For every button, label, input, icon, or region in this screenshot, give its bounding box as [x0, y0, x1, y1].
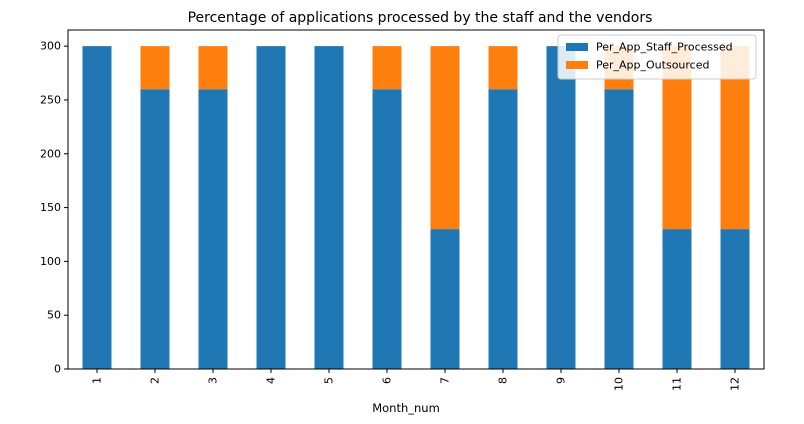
bar-staff-month-4 [256, 46, 286, 369]
bars-group [82, 46, 750, 369]
legend-box [557, 34, 757, 80]
y-axis-ticks: 0 50 100 150 200 250 300 [40, 40, 68, 376]
x-tick-label: 4 [265, 377, 278, 384]
bar-staff-month-8 [488, 89, 518, 369]
bar-staff-month-2 [140, 89, 170, 369]
x-tick-label: 2 [149, 377, 162, 384]
bar-staff-month-11 [662, 229, 692, 369]
bar-outsourced-month-8 [488, 46, 518, 90]
x-tick-label: 7 [439, 377, 452, 384]
bar-outsourced-month-7 [430, 46, 460, 230]
bar-staff-month-5 [314, 46, 344, 369]
legend-label: Per_App_Staff_Processed [596, 41, 733, 54]
bar-outsourced-month-3 [198, 46, 228, 90]
y-tick-label: 0 [54, 363, 61, 376]
bar-staff-month-1 [82, 46, 112, 369]
legend-swatch [566, 61, 588, 69]
y-tick-label: 300 [40, 40, 61, 53]
bar-outsourced-month-2 [140, 46, 170, 90]
y-tick-label: 150 [40, 201, 61, 214]
chart-title: Percentage of applications processed by … [188, 10, 653, 26]
bar-staff-month-10 [604, 89, 634, 369]
x-tick-label: 5 [323, 377, 336, 384]
y-tick-label: 200 [40, 147, 61, 160]
x-tick-label: 10 [613, 377, 626, 391]
x-axis-ticks: 1 2 3 4 5 6 7 8 9 10 11 12 [91, 369, 742, 391]
x-tick-label: 11 [671, 377, 684, 391]
bar-staff-month-6 [372, 89, 402, 369]
y-tick-label: 100 [40, 255, 61, 268]
x-axis-label: Month_num [372, 401, 440, 415]
y-tick-label: 50 [47, 309, 61, 322]
legend: Per_App_Staff_Processed Per_App_Outsource… [557, 34, 757, 80]
x-tick-label: 6 [381, 377, 394, 384]
bar-staff-month-9 [546, 46, 576, 369]
x-tick-label: 8 [497, 377, 510, 384]
x-tick-label: 12 [729, 377, 742, 391]
x-tick-label: 1 [91, 377, 104, 384]
bar-staff-month-12 [720, 229, 750, 369]
bar-staff-month-3 [198, 89, 228, 369]
x-tick-label: 9 [555, 377, 568, 384]
x-tick-label: 3 [207, 377, 220, 384]
y-tick-label: 250 [40, 93, 61, 106]
plot-area-frame [67, 29, 765, 370]
bar-staff-month-7 [430, 229, 460, 369]
legend-swatch [566, 43, 588, 51]
legend-label: Per_App_Outsourced [596, 59, 709, 72]
bar-outsourced-month-6 [372, 46, 402, 90]
